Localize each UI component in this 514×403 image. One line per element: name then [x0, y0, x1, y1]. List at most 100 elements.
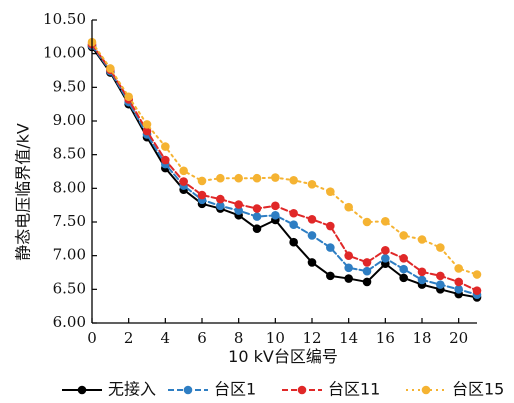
- data-point: [344, 251, 353, 260]
- data-point: [436, 243, 445, 252]
- data-point: [179, 177, 188, 186]
- data-point: [197, 190, 207, 200]
- data-point: [417, 235, 427, 244]
- data-point: [454, 264, 463, 273]
- y-ticks: 6.00 6.50 7.00 7.50 8.00 8.50 9.00 9.50 10.00 10.…: [43, 10, 97, 331]
- y-tick-label: 6.00: [53, 313, 86, 331]
- y-tick-label: 8.50: [53, 145, 86, 163]
- series-4: [87, 37, 482, 279]
- data-point: [326, 187, 335, 196]
- legend-marker: [421, 385, 431, 395]
- series-line: [91, 44, 478, 296]
- legend-label: 台区15: [452, 380, 504, 399]
- y-tick-label: 7.00: [53, 246, 86, 264]
- legend-marker: [297, 385, 307, 395]
- x-tick-label: 4: [161, 329, 171, 347]
- data-point: [307, 215, 317, 224]
- data-point: [307, 231, 317, 240]
- x-tick-label: 10: [266, 329, 285, 347]
- data-point: [289, 175, 298, 185]
- data-point: [271, 210, 280, 220]
- legend-marker: [183, 385, 193, 395]
- legend-item: 无接入: [62, 380, 156, 399]
- data-point: [307, 179, 317, 189]
- data-point: [197, 176, 207, 186]
- data-point: [142, 126, 152, 136]
- y-tick-label: 7.50: [53, 212, 86, 230]
- data-point: [362, 217, 372, 227]
- data-point: [216, 201, 225, 211]
- data-point: [362, 266, 372, 276]
- data-point: [289, 237, 298, 247]
- data-point: [234, 173, 243, 183]
- y-tick-label: 8.00: [53, 178, 86, 196]
- legend-item: 台区1: [168, 380, 256, 399]
- data-point: [252, 212, 262, 221]
- data-point: [252, 204, 262, 213]
- data-point: [381, 217, 390, 226]
- data-point: [399, 254, 408, 263]
- data-point: [142, 120, 152, 129]
- y-axis-title: 静态电压临界值/kV: [14, 123, 33, 261]
- data-point: [454, 285, 463, 294]
- x-tick-label: 16: [376, 329, 395, 347]
- data-point: [216, 194, 225, 204]
- data-point: [326, 271, 335, 281]
- data-point: [234, 206, 243, 215]
- series-1: [87, 42, 482, 302]
- data-point: [436, 271, 445, 281]
- x-ticks: 0 2 4 6 8 10 12 14 16 18 20: [87, 318, 468, 347]
- data-point: [472, 270, 482, 279]
- data-point: [271, 173, 280, 182]
- data-point: [179, 166, 188, 176]
- data-point: [344, 274, 353, 283]
- data-point: [289, 208, 298, 218]
- data-point: [307, 258, 317, 267]
- data-point: [399, 264, 408, 274]
- x-tick-label: 20: [449, 329, 468, 347]
- legend-label: 台区1: [214, 380, 256, 399]
- data-point: [399, 273, 408, 283]
- data-point: [454, 277, 463, 287]
- y-tick-label: 10.50: [43, 10, 86, 28]
- x-tick-label: 8: [234, 329, 244, 347]
- legend-item: 台区15: [406, 380, 504, 399]
- data-point: [381, 254, 390, 263]
- legend-label: 无接入: [108, 380, 156, 399]
- axes: [91, 20, 477, 324]
- series-line: [91, 45, 478, 299]
- x-axis-title: 10 kV台区编号: [228, 347, 338, 366]
- legend-item: 台区11: [282, 380, 380, 399]
- data-point: [417, 275, 427, 285]
- x-tick-label: 18: [412, 329, 431, 347]
- x-tick-label: 0: [87, 329, 97, 347]
- y-tick-label: 9.00: [53, 111, 86, 129]
- legend-marker: [77, 385, 87, 395]
- data-point: [399, 231, 408, 240]
- data-point: [161, 142, 170, 151]
- data-point: [216, 173, 225, 183]
- plot-area: [87, 37, 482, 302]
- y-tick-label: 6.50: [53, 279, 86, 297]
- x-tick-label: 2: [124, 329, 134, 347]
- legend: 无接入 台区1 台区11 台区15: [62, 380, 504, 399]
- series-2: [87, 41, 482, 300]
- y-tick-label: 10.00: [43, 44, 86, 62]
- data-point: [472, 286, 482, 295]
- data-point: [252, 224, 262, 234]
- data-point: [124, 92, 133, 102]
- data-point: [362, 258, 372, 267]
- data-point: [234, 200, 243, 209]
- data-point: [344, 263, 353, 273]
- x-tick-label: 6: [197, 329, 207, 347]
- legend-label: 台区11: [328, 380, 380, 399]
- data-point: [344, 202, 353, 212]
- data-point: [362, 277, 372, 287]
- x-tick-label: 14: [339, 329, 358, 347]
- series-line: [91, 41, 478, 276]
- data-point: [106, 64, 115, 73]
- series-3: [87, 39, 482, 295]
- data-point: [271, 201, 280, 211]
- x-tick-label: 12: [302, 329, 321, 347]
